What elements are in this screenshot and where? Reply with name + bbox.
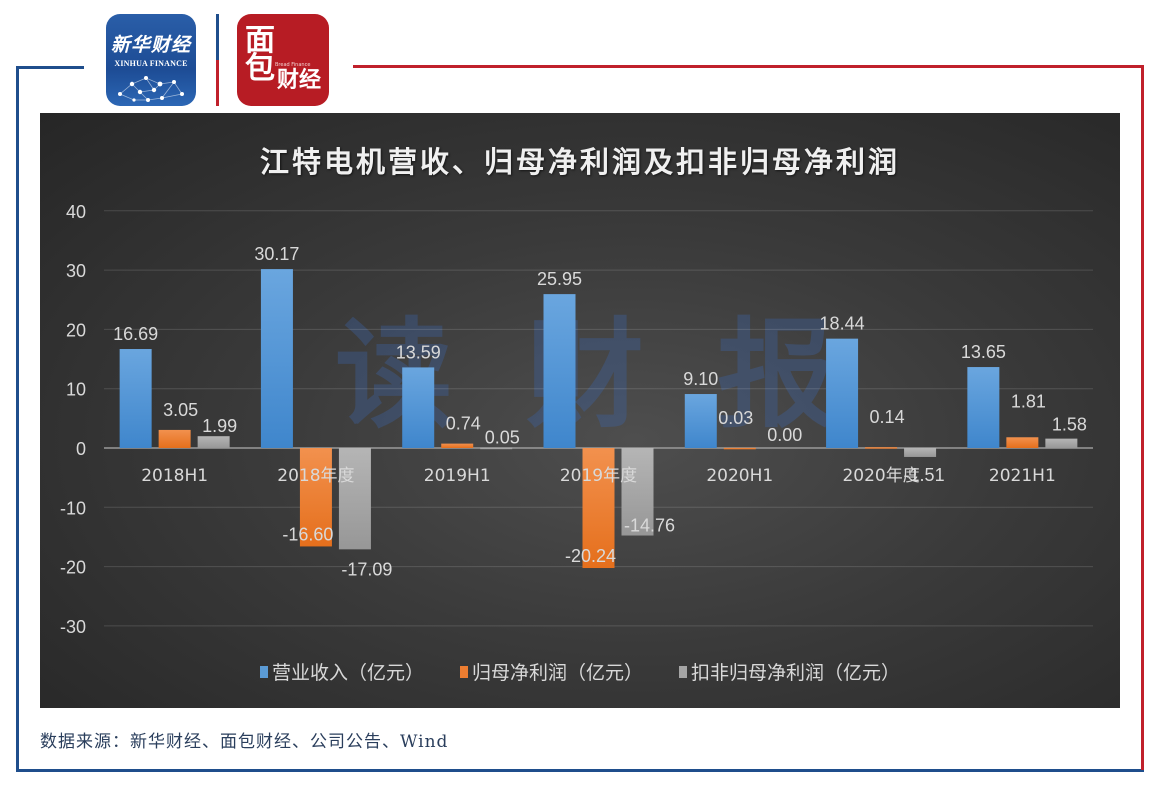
y-tick-label: -30 bbox=[60, 617, 86, 637]
chart-legend: 营业收入（亿元） 归母净利润（亿元） 扣非归母净利润（亿元） bbox=[190, 658, 970, 685]
data-label: 30.17 bbox=[254, 244, 299, 264]
bar-revenue bbox=[684, 394, 717, 448]
x-tick-label: 2019H1 bbox=[424, 466, 491, 486]
bread-logo-bottom-char: 包 bbox=[245, 51, 275, 86]
network-dots-icon bbox=[118, 76, 184, 102]
data-label: 0.03 bbox=[718, 408, 753, 428]
data-label: 0.14 bbox=[870, 407, 905, 427]
bar-net-profit bbox=[441, 443, 474, 448]
frame-left-line bbox=[16, 66, 19, 772]
data-label: 25.95 bbox=[537, 269, 582, 289]
xinhua-logo-cn: 新华财经 bbox=[110, 34, 191, 56]
frame-right-line bbox=[1141, 65, 1144, 770]
y-tick-label: 40 bbox=[66, 202, 86, 222]
x-tick-label: 2018H1 bbox=[141, 466, 208, 486]
legend-swatch-deducted-net-profit bbox=[679, 665, 687, 678]
data-label: 0.00 bbox=[767, 425, 802, 445]
bar-net-profit bbox=[1006, 437, 1039, 448]
bread-logo-top-char: 面 bbox=[245, 23, 275, 58]
data-label: -17.09 bbox=[341, 559, 392, 579]
x-tick-label: 2020年度 bbox=[842, 466, 919, 486]
bar-net-profit bbox=[299, 448, 332, 547]
logo-separator bbox=[216, 14, 219, 106]
data-label: 3.05 bbox=[163, 400, 198, 420]
x-tick-label: 2019年度 bbox=[560, 466, 637, 486]
legend-item-revenue: 营业收入（亿元） bbox=[259, 658, 424, 685]
bar-net-profit bbox=[865, 447, 898, 449]
bar-revenue bbox=[119, 349, 152, 448]
data-label: 0.05 bbox=[485, 428, 520, 448]
y-tick-label: 0 bbox=[76, 439, 86, 459]
x-tick-label: 2020H1 bbox=[706, 466, 773, 486]
data-label: 13.65 bbox=[961, 342, 1006, 362]
legend-item-net-profit: 归母净利润（亿元） bbox=[459, 658, 643, 685]
legend-label-deducted-net-profit: 扣非归母净利润（亿元） bbox=[691, 662, 901, 684]
bar-deducted-net-profit bbox=[338, 448, 371, 550]
bar-chart: 40 30 20 10 0 -10 -20 -30 16.69 3.051.99 2018H1 30.… bbox=[60, 202, 1093, 637]
legend-label-net-profit: 归母净利润（亿元） bbox=[471, 662, 643, 684]
legend-item-deducted-net-profit: 扣非归母净利润（亿元） bbox=[679, 658, 900, 685]
frame-top-left-line bbox=[16, 66, 84, 69]
chart-panel: 江特电机营收、归母净利润及扣非归母净利润 读 财 报 40 30 20 10 0 -10-… bbox=[40, 113, 1120, 708]
y-tick-label: 10 bbox=[66, 380, 86, 400]
bar-deducted-net-profit bbox=[1045, 438, 1078, 448]
bar-revenue bbox=[402, 367, 435, 448]
data-label: 16.69 bbox=[113, 324, 158, 344]
y-tick-label: 30 bbox=[66, 261, 86, 281]
frame-top-right-line bbox=[353, 65, 1144, 68]
legend-swatch-net-profit bbox=[459, 665, 468, 678]
data-source-note: 数据来源：新华财经、面包财经、公司公告、Wind bbox=[40, 732, 449, 752]
bread-logo-cn: 财经 bbox=[277, 68, 322, 93]
legend-swatch-revenue bbox=[259, 665, 268, 678]
data-label: 0.74 bbox=[446, 414, 481, 434]
y-tick-label: 20 bbox=[66, 320, 86, 340]
chart-title: 江特电机营收、归母净利润及扣非归母净利润 bbox=[259, 145, 900, 179]
data-label: 1.99 bbox=[202, 416, 237, 436]
xinhua-finance-logo: 新华财经 XINHUA FINANCE bbox=[106, 14, 196, 106]
bar-deducted-net-profit bbox=[904, 448, 937, 457]
xinhua-logo-en: XINHUA FINANCE bbox=[114, 59, 188, 68]
bar-deducted-net-profit bbox=[197, 436, 230, 448]
bar-revenue bbox=[967, 367, 1000, 448]
y-tick-label: -10 bbox=[60, 498, 86, 518]
bar-deducted-net-profit bbox=[621, 448, 654, 536]
y-tick-label: -20 bbox=[60, 558, 86, 578]
bar-net-profit bbox=[582, 448, 615, 569]
frame-bottom-line bbox=[16, 769, 1144, 772]
legend-label-revenue: 营业收入（亿元） bbox=[271, 662, 424, 684]
data-label: 13.59 bbox=[396, 342, 441, 362]
data-label: -16.60 bbox=[282, 524, 333, 544]
data-label: 9.10 bbox=[683, 369, 718, 389]
data-label: -1.51 bbox=[904, 465, 945, 485]
bar-revenue bbox=[260, 269, 293, 448]
data-label: -14.76 bbox=[624, 516, 675, 536]
bread-finance-logo: 面 包 Bread Finance 财经 bbox=[237, 14, 329, 106]
data-label: 1.58 bbox=[1052, 415, 1087, 435]
data-label: 18.44 bbox=[820, 314, 865, 334]
bar-net-profit bbox=[158, 429, 191, 448]
bread-logo-en: Bread Finance bbox=[275, 62, 311, 68]
data-label: -20.24 bbox=[565, 546, 616, 566]
x-tick-label: 2021H1 bbox=[989, 466, 1056, 486]
bar-revenue bbox=[826, 338, 859, 448]
x-tick-label: 2018年度 bbox=[277, 466, 354, 486]
data-label: 1.81 bbox=[1011, 391, 1046, 411]
bar-revenue bbox=[543, 294, 576, 448]
bar-deducted-net-profit bbox=[480, 447, 513, 450]
bar-net-profit bbox=[723, 447, 756, 450]
